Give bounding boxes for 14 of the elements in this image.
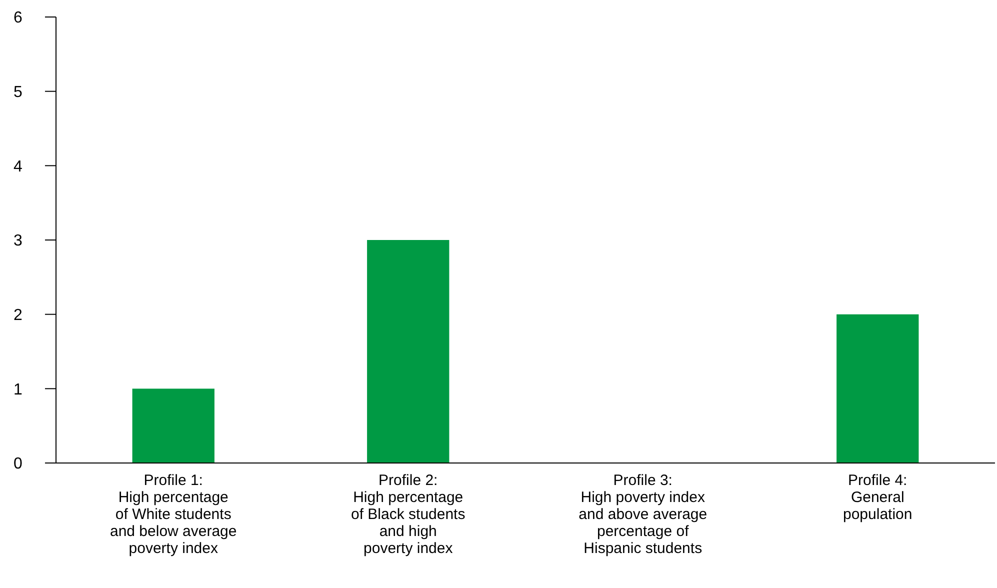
bar <box>836 314 919 463</box>
bar <box>367 240 450 463</box>
x-tick-label: Profile 2: High percentage of Black students and high poverty index <box>351 472 466 557</box>
bar <box>132 388 214 463</box>
x-tick-label: Profile 1: High percentage of White students and below average poverty index <box>110 472 237 557</box>
y-tick-label: 3 <box>14 232 23 250</box>
y-tick-label: 5 <box>14 84 23 101</box>
y-tick-label: 4 <box>14 158 23 176</box>
x-tick-label: Profile 3: High poverty index and above average percentage of Hispanic students <box>578 472 708 557</box>
y-tick-label: 1 <box>14 381 23 398</box>
y-tick-label: 2 <box>14 306 23 324</box>
y-tick-label: 0 <box>14 456 23 473</box>
x-tick-label: Profile 4: General population <box>843 472 912 523</box>
y-tick-label: 6 <box>14 10 23 27</box>
